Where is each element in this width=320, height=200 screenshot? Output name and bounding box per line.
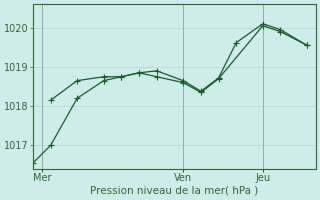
X-axis label: Pression niveau de la mer( hPa ): Pression niveau de la mer( hPa ) (90, 186, 259, 196)
